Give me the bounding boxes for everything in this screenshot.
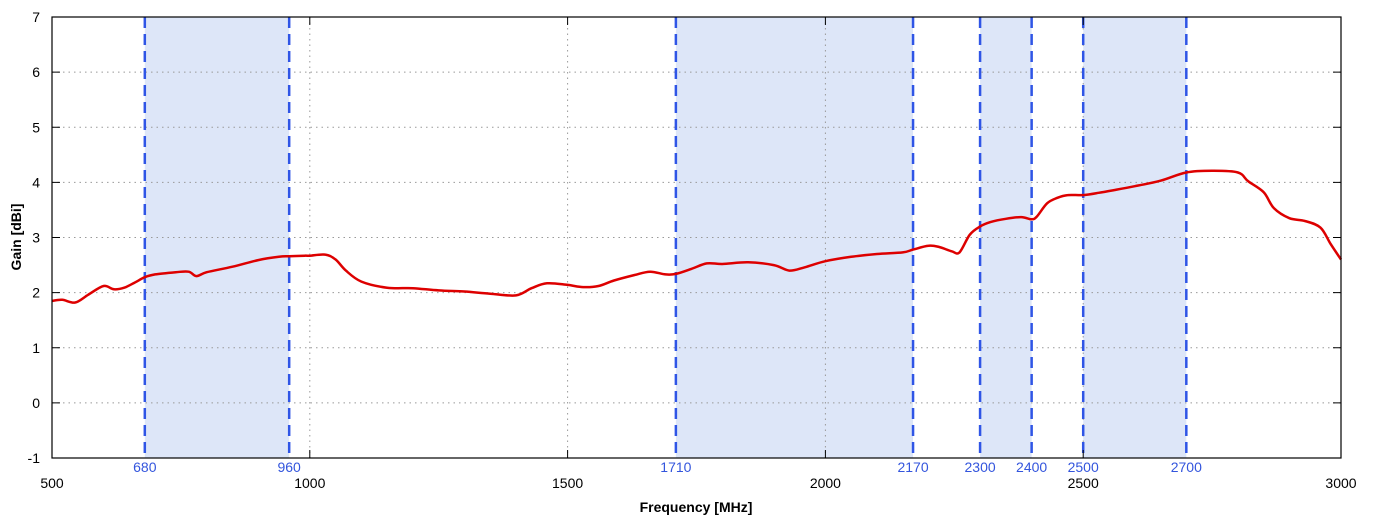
y-tick-label: 0: [32, 395, 40, 411]
y-tick-label: 6: [32, 64, 40, 80]
x-tick-label: 1500: [552, 475, 583, 491]
band-region-3: [980, 17, 1032, 458]
grid-lines: [52, 17, 1341, 458]
axis-ticks: [51, 16, 1342, 459]
band-edge-label: 2400: [1016, 459, 1047, 475]
band-region-4: [1083, 17, 1187, 458]
band-edge-label: 2700: [1171, 459, 1202, 475]
y-tick-label: 3: [32, 230, 40, 246]
band-region-2: [675, 17, 914, 458]
band-edge-label: 1710: [660, 459, 691, 475]
y-tick-label: 1: [32, 340, 40, 356]
y-tick-label: 2: [32, 285, 40, 301]
tick-labels: -1 0 1 2 3 4 5 6 7 500 1000 1500 2000 2500 3000 680 960 1…: [28, 9, 1357, 491]
frequency-bands: [144, 17, 1187, 458]
y-tick-label: 7: [32, 9, 40, 25]
band-edge-label: 960: [277, 459, 301, 475]
x-tick-label: 500: [40, 475, 64, 491]
x-tick-label: 2500: [1068, 475, 1099, 491]
band-edge-label: 2300: [965, 459, 996, 475]
band-edge-label: 2170: [897, 459, 928, 475]
y-tick-label: 4: [32, 174, 40, 190]
y-tick-label: 5: [32, 119, 40, 135]
y-tick-label: -1: [28, 450, 41, 466]
gain-series: [51, 169, 1343, 304]
x-tick-label: 2000: [810, 475, 841, 491]
gain-line-1: [51, 169, 1343, 304]
band-edge-label: 2500: [1068, 459, 1099, 475]
x-tick-label: 3000: [1325, 475, 1356, 491]
y-axis-title: Gain [dBi]: [8, 204, 24, 271]
x-tick-label: 1000: [294, 475, 325, 491]
band-edge-lines: [143, 17, 1188, 458]
x-axis-title: Frequency [MHz]: [640, 499, 753, 515]
band-edge-label: 680: [133, 459, 157, 475]
